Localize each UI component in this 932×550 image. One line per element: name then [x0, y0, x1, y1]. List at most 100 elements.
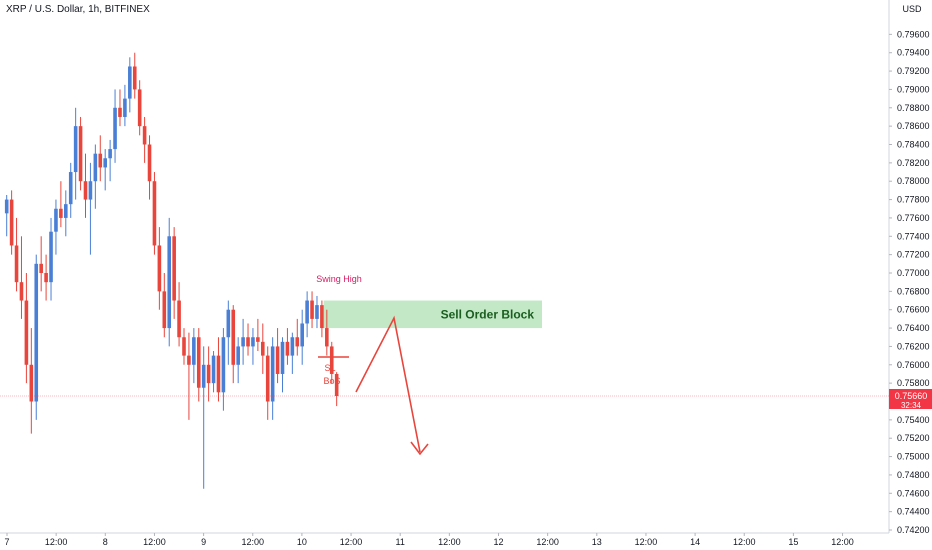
y-tick-label: 0.79200	[897, 66, 930, 76]
candle-body	[9, 199, 14, 246]
x-tick-label: 8	[103, 537, 108, 547]
price-axis[interactable]: USD 0.79600 0.79400 0.79200 0.79000 0.78800 0.…	[888, 0, 930, 535]
y-tick-label: 0.74200	[897, 525, 930, 535]
y-tick-label: 0.75200	[897, 433, 930, 443]
candle-body	[290, 337, 295, 356]
candle-body	[206, 364, 211, 384]
candle-body	[285, 341, 290, 356]
y-tick-label: 0.78400	[897, 140, 930, 150]
candle-body	[280, 341, 285, 374]
candle-body	[132, 66, 137, 90]
x-tick-label: 7	[4, 537, 9, 547]
y-tick-label: 0.77800	[897, 195, 930, 205]
candle-body	[334, 373, 339, 396]
chart-title: XRP / U.S. Dollar, 1h, BITFINEX	[6, 4, 150, 15]
arrow-head-icon	[410, 441, 429, 456]
candle-body	[29, 364, 34, 402]
x-tick-label: 12:00	[635, 537, 658, 547]
y-tick-label: 0.74400	[897, 507, 930, 517]
x-tick-label: 12:00	[45, 537, 68, 547]
candle-body	[182, 337, 186, 356]
bos-label: BoS	[323, 376, 340, 386]
candle-body	[295, 337, 300, 347]
x-tick-label: 12:00	[831, 537, 854, 547]
candle-body	[167, 236, 172, 329]
y-tick-label: 0.77000	[897, 268, 930, 278]
candle-body	[256, 337, 260, 342]
candle-body	[310, 300, 314, 319]
candle-body	[211, 355, 216, 384]
x-tick-label: 12:00	[536, 537, 559, 547]
candles	[4, 52, 339, 489]
candle-body	[275, 346, 280, 374]
candle-body	[73, 126, 78, 173]
candle-body	[221, 337, 226, 393]
x-tick-label: 12:00	[438, 537, 461, 547]
candle-body	[113, 107, 117, 150]
x-tick-label: 10	[297, 537, 307, 547]
y-tick-label: 0.78200	[897, 158, 930, 168]
sell-order-block-zone	[323, 300, 542, 329]
candle-body	[93, 153, 98, 182]
x-tick-label: 15	[788, 537, 798, 547]
y-tick-label: 0.75800	[897, 378, 930, 388]
bar-countdown: 32:34	[901, 401, 922, 410]
x-tick-label: 12	[493, 537, 503, 547]
y-tick-label: 0.74800	[897, 470, 930, 480]
candle-body	[142, 126, 147, 145]
y-tick-label: 0.76600	[897, 305, 930, 315]
y-tick-label: 0.78000	[897, 176, 930, 186]
candle-body	[231, 309, 236, 365]
y-tick-label: 0.77200	[897, 250, 930, 260]
candle-body	[152, 181, 157, 246]
candle-body	[34, 263, 39, 402]
candle-body	[4, 199, 9, 214]
currency-label: USD	[902, 4, 922, 14]
y-tick-label: 0.79000	[897, 84, 930, 94]
candle-body	[162, 291, 167, 329]
candle-body	[44, 273, 48, 283]
x-tick-label: 12:00	[143, 537, 166, 547]
candle-body	[64, 204, 68, 218]
candle-body	[59, 208, 63, 218]
candle-body	[187, 355, 191, 365]
y-tick-label: 0.76200	[897, 341, 930, 351]
time-axis[interactable]: 7 12:00 8 12:00 9 12:00 10 12:00 11 12:00 12 12:00 1…	[0, 532, 889, 547]
y-tick-label: 0.76800	[897, 286, 930, 296]
candle-body	[118, 107, 122, 117]
annotations: Swing High SL BoS	[316, 274, 429, 456]
candle-body	[108, 149, 112, 159]
x-tick-label: 11	[396, 537, 405, 547]
candle-body	[216, 355, 221, 393]
candle-body	[147, 144, 152, 182]
sl-label: SL	[324, 363, 335, 373]
candle-body	[128, 66, 132, 99]
y-tick-label: 0.76400	[897, 323, 930, 333]
candle-body	[49, 231, 53, 283]
candle-body	[325, 328, 329, 347]
candle-body	[177, 300, 181, 338]
candle-body	[88, 181, 93, 200]
y-tick-label: 0.75000	[897, 452, 930, 462]
candle-body	[39, 263, 43, 273]
swing-high-label: Swing High	[316, 274, 362, 284]
candle-body	[196, 337, 201, 388]
candle-body	[246, 337, 250, 347]
candle-body	[305, 300, 309, 324]
candle-body	[251, 337, 255, 347]
projected-path-arrow	[355, 315, 421, 453]
y-tick-label: 0.78800	[897, 103, 930, 113]
sell-order-block-label: Sell Order Block	[441, 307, 535, 321]
candle-body	[241, 337, 245, 347]
x-tick-label: 12:00	[733, 537, 756, 547]
candle-body	[157, 245, 162, 292]
candle-body	[226, 309, 231, 338]
x-tick-label: 9	[201, 537, 206, 547]
candle-body	[192, 337, 196, 365]
candle-body	[265, 355, 270, 402]
candle-body	[24, 300, 29, 365]
candle-body	[68, 172, 73, 205]
candle-body	[137, 89, 142, 127]
